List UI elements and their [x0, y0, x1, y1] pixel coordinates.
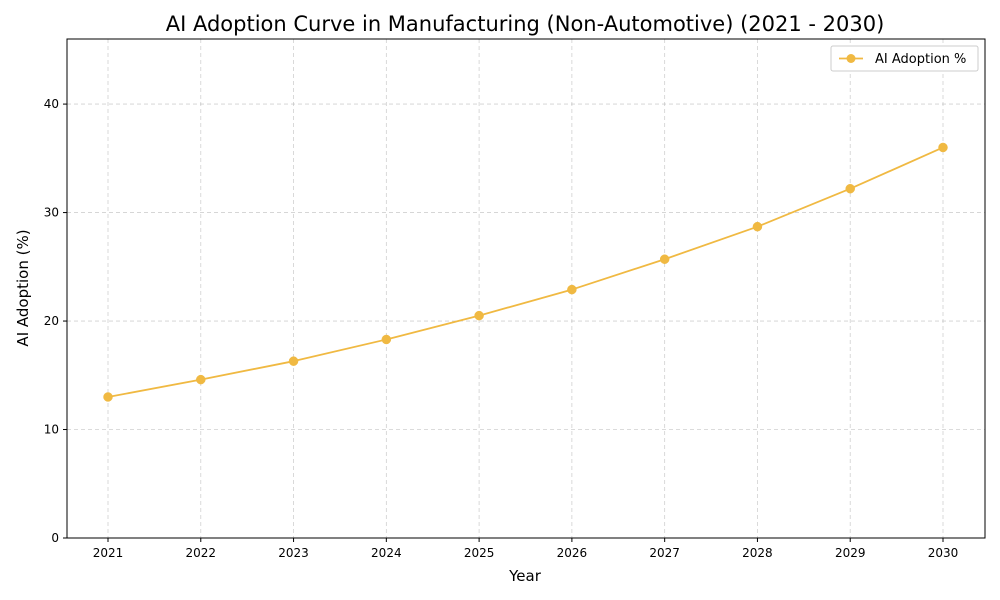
legend-label: AI Adoption % [875, 52, 966, 67]
chart-title: AI Adoption Curve in Manufacturing (Non-… [166, 12, 885, 36]
x-tick-label: 2029 [835, 546, 866, 560]
x-tick-label: 2023 [278, 546, 309, 560]
y-tick-label: 10 [44, 423, 59, 437]
legend-marker-swatch [846, 54, 856, 63]
data-point [474, 310, 484, 321]
x-tick-label: 2030 [928, 546, 959, 560]
x-tick-label: 2022 [186, 546, 217, 560]
series-line [107, 146, 944, 398]
x-tick-label: 2024 [371, 546, 402, 560]
data-point [567, 284, 577, 295]
x-tick-label: 2025 [464, 546, 495, 560]
grid [67, 39, 985, 539]
data-point [845, 183, 855, 194]
x-tick-label: 2028 [742, 546, 773, 560]
x-tick-label: 2021 [93, 546, 124, 560]
plot-area [66, 38, 986, 539]
y-tick-label: 0 [51, 531, 59, 545]
data-point [196, 374, 206, 385]
series-layer [103, 142, 948, 402]
data-point [752, 221, 763, 232]
y-tick-label: 30 [44, 206, 59, 220]
data-point [938, 142, 948, 153]
data-point [103, 392, 113, 402]
y-axis: 0 10 20 30 40 [44, 97, 67, 545]
legend-box [830, 45, 979, 72]
x-tick-label: 2027 [649, 546, 680, 560]
legend: AI Adoption % [830, 45, 979, 72]
y-tick-label: 40 [44, 97, 59, 111]
x-axis: 2021 2022 2023 2024 2025 2026 2027 2028 2029 2030 [93, 538, 959, 560]
y-axis-label: AI Adoption (%) [14, 229, 32, 346]
y-tick-label: 20 [44, 314, 59, 328]
data-point [381, 334, 392, 345]
data-point [659, 254, 670, 264]
x-tick-label: 2026 [557, 546, 588, 560]
data-point [288, 356, 299, 366]
x-axis-label: Year [508, 567, 542, 585]
